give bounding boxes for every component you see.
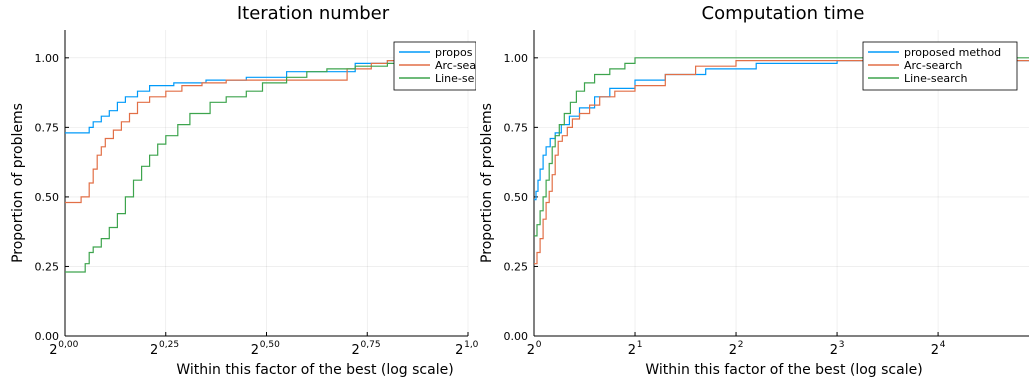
x-tick-label-base: 2 (729, 343, 737, 358)
legend-label: propos (435, 46, 473, 59)
y-tick-label: 0.75 (35, 121, 60, 134)
x-tick-label-exponent: 0,00 (58, 340, 78, 350)
x-tick-label-base: 2 (628, 343, 636, 358)
y-axis-label: Proportion of problems (479, 103, 495, 263)
y-tick-label: 0.25 (504, 260, 529, 273)
y-axis-label: Proportion of problems (10, 103, 26, 263)
x-tick-label-exponent: 4 (940, 340, 946, 350)
x-tick-label-exponent: 2 (738, 340, 744, 350)
x-tick-label-base: 2 (251, 343, 259, 358)
legend-label: Line-search (904, 72, 967, 85)
x-tick-label-base: 2 (830, 343, 838, 358)
x-tick-label-exponent: 3 (839, 340, 845, 350)
y-tick-label: 0.00 (35, 330, 60, 343)
y-tick-label: 1.00 (35, 52, 60, 65)
legend-box (393, 41, 476, 91)
x-tick-label-base: 2 (49, 343, 57, 358)
x-tick-label-base: 2 (931, 343, 939, 358)
y-tick-label: 0.25 (35, 260, 60, 273)
series-group (534, 57, 1029, 265)
x-tick-label-exponent: 1,0 (464, 340, 479, 350)
x-tick-label-base: 2 (352, 343, 360, 358)
x-tick-label-base: 2 (150, 343, 158, 358)
chart-title: Iteration number (237, 3, 390, 24)
x-tick-label-exponent: 1 (637, 340, 643, 350)
legend-label: Line-se (435, 72, 475, 85)
series-line-proposed-method (534, 60, 1029, 201)
legend-label: proposed method (904, 46, 1001, 59)
series-line-arc-search (534, 60, 1029, 265)
legend-label: Arc-sear (435, 59, 481, 72)
series-line-proposed-method (65, 60, 468, 134)
series-line-line-search (534, 57, 1029, 237)
chart-panel-1: 0.000.250.500.751.002 0 2 1 2 2 2 3 2 4Computatio… (479, 3, 1029, 378)
y-tick-label: 0.50 (35, 191, 60, 204)
legend-box (862, 41, 1018, 91)
y-tick-label: 1.00 (504, 52, 529, 65)
chart-panel-0: 0.000.250.500.751.002 0,00 2 0,25 2 0,50 2 0,75… (10, 3, 481, 378)
y-tick-label: 0.50 (504, 191, 529, 204)
series-group (65, 60, 468, 273)
legend-label: Arc-search (904, 59, 962, 72)
x-axis-label: Within this factor of the best (log scal… (645, 362, 922, 378)
x-tick-label-base: 2 (527, 343, 535, 358)
x-tick-label-exponent: 0,25 (159, 340, 179, 350)
x-tick-label-exponent: 0,75 (361, 340, 381, 350)
x-axis-label: Within this factor of the best (log scal… (176, 362, 453, 378)
x-tick-label-exponent: 0,50 (260, 340, 280, 350)
y-tick-label: 0.75 (504, 121, 529, 134)
series-line-arc-search (65, 60, 468, 204)
y-tick-label: 0.00 (504, 330, 529, 343)
x-tick-label-base: 2 (455, 343, 463, 358)
x-tick-label-exponent: 0 (536, 340, 542, 350)
chart-title: Computation time (702, 3, 865, 24)
series-line-line-search (65, 60, 468, 273)
